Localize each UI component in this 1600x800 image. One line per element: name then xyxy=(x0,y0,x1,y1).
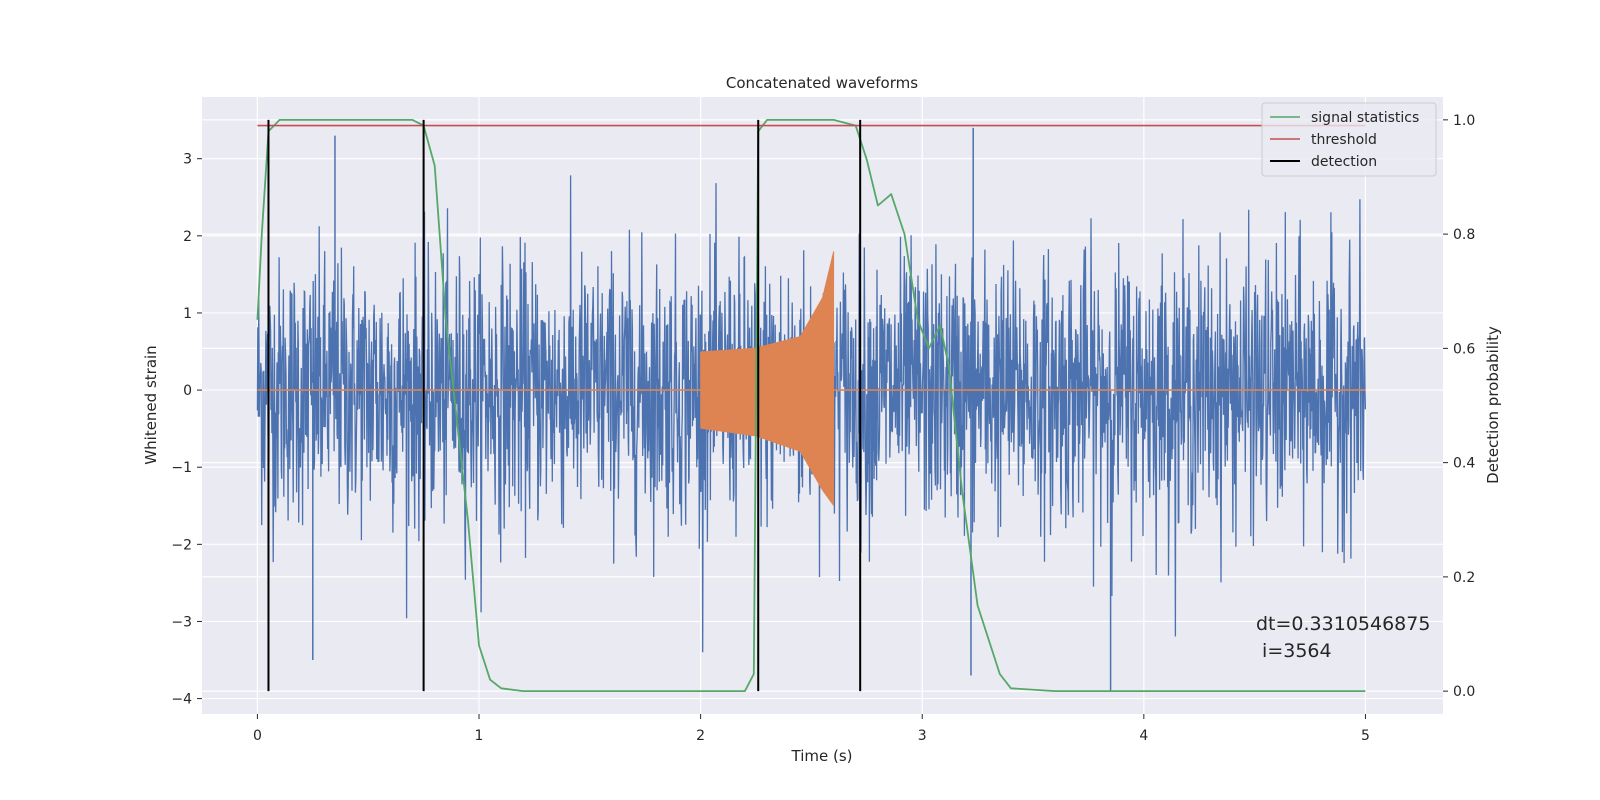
y-tick-label-5: 1 xyxy=(183,306,192,322)
y2-tick-label-5: 1.0 xyxy=(1453,113,1475,129)
y-tick-label-7: 3 xyxy=(183,152,192,168)
y-tick-label-6: 2 xyxy=(183,229,192,245)
y2-axis-label: Detection probability xyxy=(1484,326,1502,484)
injection-trace xyxy=(700,251,835,506)
x-tick-label-2: 2 xyxy=(696,728,705,744)
legend: signal statistics threshold detection xyxy=(1261,102,1437,177)
y-axis-ticks: −4 −3 −2 −1 0 1 2 3 xyxy=(171,152,202,708)
y2-tick-label-2: 0.4 xyxy=(1453,456,1475,472)
legend-box xyxy=(1261,102,1437,177)
y2-tick-label-1: 0.2 xyxy=(1453,570,1475,586)
y-tick-label-1: −3 xyxy=(171,614,192,630)
y-tick-label-4: 0 xyxy=(183,383,192,399)
legend-label-signal-statistics: signal statistics xyxy=(1311,110,1419,126)
y-tick-label-2: −2 xyxy=(171,537,192,553)
y-tick-label-0: −4 xyxy=(171,692,192,708)
annotation-i: i=3564 xyxy=(1256,640,1332,662)
y2-axis-ticks: 0.0 0.2 0.4 0.6 0.8 1.0 xyxy=(1443,113,1475,700)
y2-tick-label-3: 0.6 xyxy=(1453,341,1475,357)
x-tick-label-0: 0 xyxy=(253,728,262,744)
x-tick-label-1: 1 xyxy=(475,728,484,744)
x-axis-label: Time (s) xyxy=(791,747,853,765)
legend-label-threshold: threshold xyxy=(1311,132,1377,148)
x-tick-label-4: 4 xyxy=(1139,728,1148,744)
y-tick-label-3: −1 xyxy=(171,460,192,476)
y2-tick-label-0: 0.0 xyxy=(1453,684,1475,700)
x-tick-label-3: 3 xyxy=(918,728,927,744)
chart-title: Concatenated waveforms xyxy=(726,74,918,92)
x-axis-ticks: 0 1 2 3 4 5 xyxy=(253,714,1370,744)
series-injection xyxy=(257,251,1366,506)
series-detection xyxy=(267,119,862,692)
legend-label-detection: detection xyxy=(1311,154,1377,170)
y-axis-label: Whitened strain xyxy=(142,345,160,464)
x-tick-label-5: 5 xyxy=(1361,728,1370,744)
annotation-dt: dt=0.3310546875 xyxy=(1256,613,1430,635)
y2-tick-label-4: 0.8 xyxy=(1453,227,1475,243)
